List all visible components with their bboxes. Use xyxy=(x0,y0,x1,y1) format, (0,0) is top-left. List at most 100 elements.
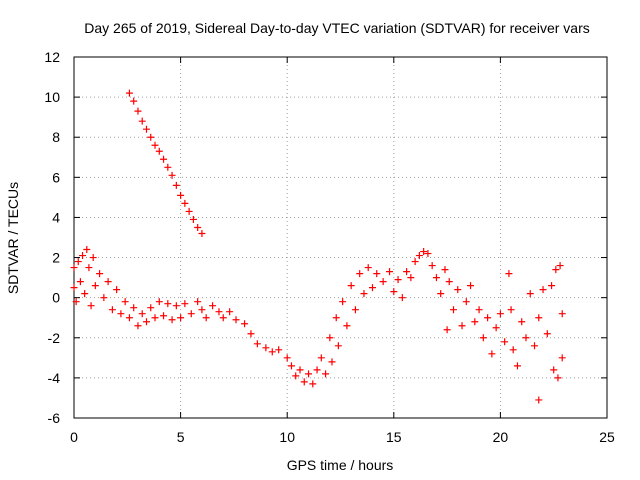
data-point xyxy=(100,294,108,302)
data-point xyxy=(531,342,539,350)
data-point xyxy=(74,258,82,266)
data-point xyxy=(138,117,146,125)
data-point xyxy=(189,215,197,223)
data-point xyxy=(287,362,295,370)
data-point xyxy=(130,97,138,105)
data-point xyxy=(79,252,87,260)
data-point xyxy=(81,290,89,298)
data-point xyxy=(177,191,185,199)
data-point xyxy=(471,318,479,326)
data-point xyxy=(445,278,453,286)
data-point xyxy=(332,314,340,322)
data-point xyxy=(130,304,138,312)
y-tick-label: -4 xyxy=(48,370,61,386)
y-tick-label: 2 xyxy=(52,250,60,266)
data-point xyxy=(164,300,172,308)
data-point xyxy=(509,346,517,354)
data-point xyxy=(373,270,381,278)
data-point xyxy=(484,314,492,322)
data-point xyxy=(522,334,530,342)
data-point xyxy=(241,320,249,328)
y-tick-label: 12 xyxy=(44,49,60,65)
data-point xyxy=(535,396,543,404)
data-point xyxy=(181,199,189,207)
data-point xyxy=(334,342,342,350)
data-point xyxy=(475,306,483,314)
data-point xyxy=(492,324,500,332)
data-point xyxy=(558,354,566,362)
data-point xyxy=(386,268,394,276)
data-point xyxy=(292,372,300,380)
data-point xyxy=(411,258,419,266)
data-point xyxy=(554,374,562,382)
data-point xyxy=(185,207,193,215)
data-point xyxy=(70,284,78,292)
data-point xyxy=(548,282,556,290)
data-point xyxy=(368,284,376,292)
data-point xyxy=(347,282,355,290)
data-point xyxy=(155,147,163,155)
data-point xyxy=(535,314,543,322)
data-point xyxy=(160,155,168,163)
data-point xyxy=(328,358,336,366)
data-point xyxy=(526,290,534,298)
data-point xyxy=(518,318,526,326)
data-point xyxy=(232,316,240,324)
data-point xyxy=(181,300,189,308)
data-point xyxy=(317,354,325,362)
data-point xyxy=(467,282,475,290)
data-point xyxy=(219,314,227,322)
data-point xyxy=(187,310,195,318)
y-tick-label: 0 xyxy=(52,290,60,306)
data-point xyxy=(168,316,176,324)
data-point xyxy=(479,334,487,342)
y-tick-label: 6 xyxy=(52,169,60,185)
data-point xyxy=(407,274,415,282)
data-point xyxy=(322,370,330,378)
data-point xyxy=(160,312,168,320)
data-point xyxy=(458,322,466,330)
x-tick-label: 0 xyxy=(70,429,78,445)
data-point xyxy=(454,286,462,294)
data-point xyxy=(202,314,210,322)
data-point xyxy=(424,250,432,258)
data-point xyxy=(194,223,202,231)
data-point xyxy=(226,308,234,316)
data-point xyxy=(198,229,206,237)
data-point xyxy=(134,107,142,115)
data-point xyxy=(398,294,406,302)
data-point xyxy=(543,330,551,338)
data-point xyxy=(558,310,566,318)
data-point xyxy=(96,270,104,278)
data-point xyxy=(134,322,142,330)
data-point xyxy=(488,350,496,358)
data-point xyxy=(507,306,515,314)
data-point xyxy=(432,274,440,282)
data-point xyxy=(420,248,428,256)
data-point xyxy=(505,270,513,278)
data-point xyxy=(437,290,445,298)
data-point xyxy=(198,306,206,314)
data-point xyxy=(151,141,159,149)
data-point xyxy=(177,314,185,322)
data-point xyxy=(209,302,217,310)
data-point xyxy=(443,326,451,334)
x-axis-label: GPS time / hours xyxy=(287,457,394,473)
data-point xyxy=(309,380,317,388)
data-point xyxy=(501,338,509,346)
data-point xyxy=(394,276,402,284)
data-point xyxy=(155,298,163,306)
data-point xyxy=(121,298,129,306)
data-point xyxy=(296,366,304,374)
data-point xyxy=(539,286,547,294)
y-tick-label: -6 xyxy=(48,410,61,426)
data-point xyxy=(85,264,93,272)
data-point xyxy=(194,298,202,306)
data-point xyxy=(164,163,172,171)
x-axis: 0 5 10 15 20 25 xyxy=(70,57,615,445)
data-point xyxy=(552,266,560,274)
data-point xyxy=(300,378,308,386)
data-point xyxy=(441,266,449,274)
data-point xyxy=(108,306,116,314)
x-tick-label: 15 xyxy=(386,429,402,445)
